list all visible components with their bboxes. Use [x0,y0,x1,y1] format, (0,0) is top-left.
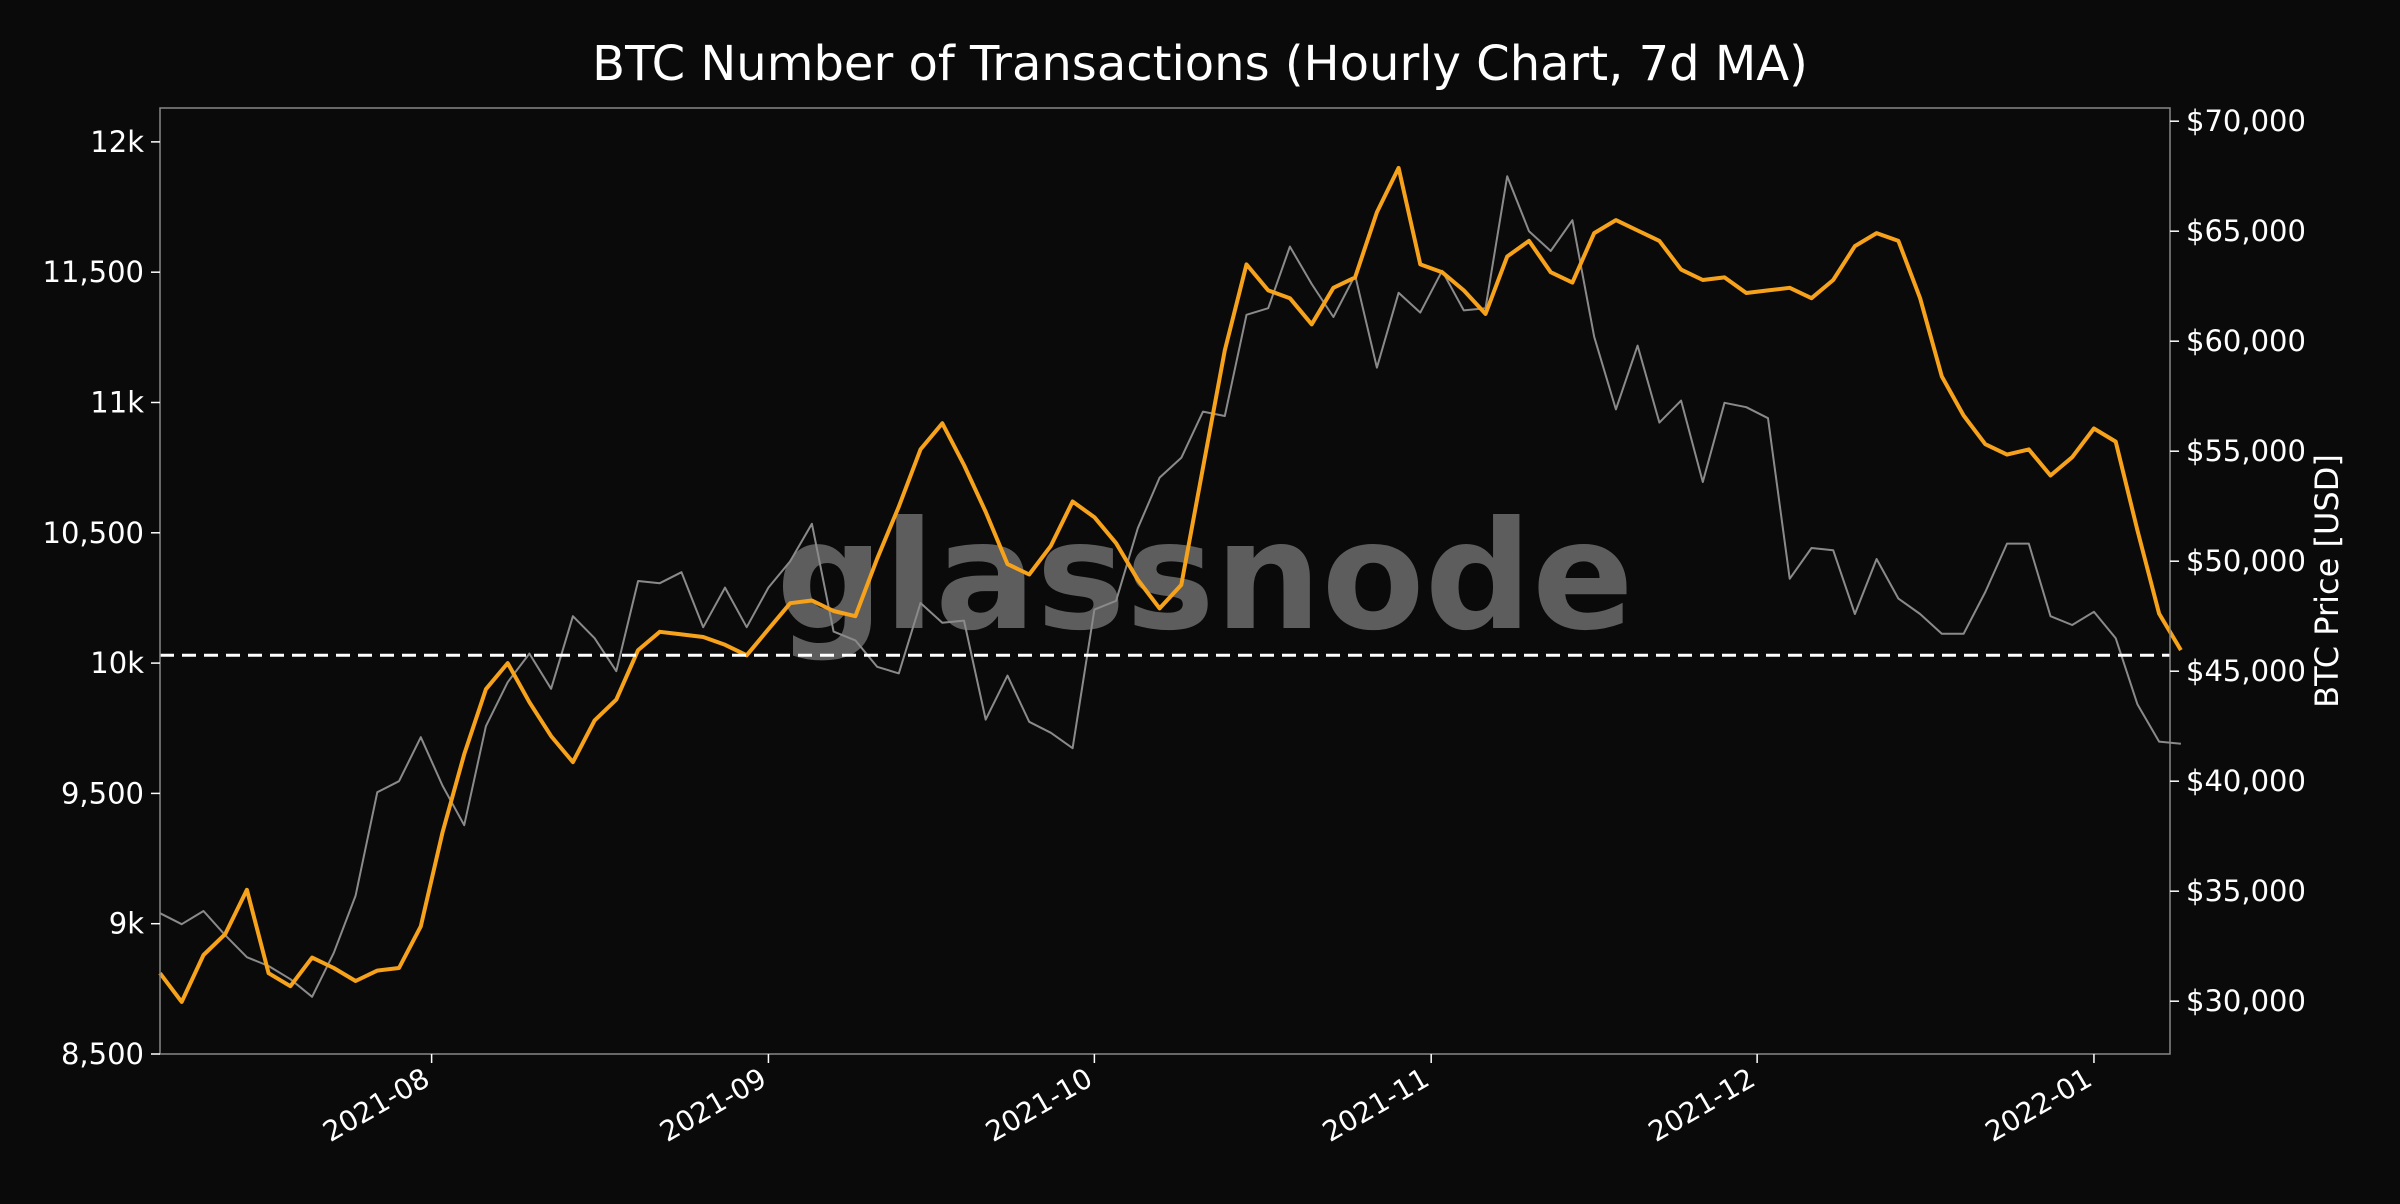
right-tick-label: $45,000 [2186,654,2306,688]
left-tick-label: 11,500 [43,255,144,289]
chart-title: BTC Number of Transactions (Hourly Chart… [592,36,1808,92]
left-tick-label: 12k [90,125,144,159]
right-tick-label: $50,000 [2186,544,2306,578]
right-tick-label: $35,000 [2186,874,2306,908]
right-tick-label: $40,000 [2186,764,2306,798]
right-tick-label: $55,000 [2186,434,2306,468]
left-tick-label: 9,500 [61,776,144,810]
watermark: glassnode [776,490,1634,664]
x-tick-label: 2021-09 [654,1061,772,1148]
right-axis: $30,000 $35,000 $40,000 $45,000 $50,000 $55,0… [2170,104,2306,1018]
x-tick-label: 2021-12 [1643,1061,1761,1148]
x-tick-label: 2021-10 [980,1061,1098,1148]
left-tick-label: 10k [90,646,144,680]
right-tick-label: $70,000 [2186,104,2306,138]
plot-frame [159,107,2171,1055]
left-axis: 8,500 9k 9,500 10k 10,500 11k 11,500 12k [43,125,160,1071]
x-axis: 2021-08 2021-09 2021-10 2021-11 2021-12 2022-… [317,1054,2097,1149]
left-tick-label: 10,500 [43,516,144,550]
series-layer [158,165,2183,1004]
right-tick-label: $30,000 [2186,984,2306,1018]
left-tick-label: 8,500 [61,1037,144,1071]
left-tick-label: 9k [109,907,144,941]
x-tick-label: 2021-08 [317,1061,435,1148]
right-tick-label: $60,000 [2186,324,2306,358]
transactions-line [158,165,2183,1004]
x-tick-label: 2021-11 [1317,1061,1435,1148]
x-tick-label: 2022-01 [1980,1061,2098,1148]
price-line [159,175,2182,998]
left-tick-label: 11k [90,385,144,419]
right-tick-label: $65,000 [2186,214,2306,248]
right-axis-label: BTC Price [USD] [2308,454,2346,708]
